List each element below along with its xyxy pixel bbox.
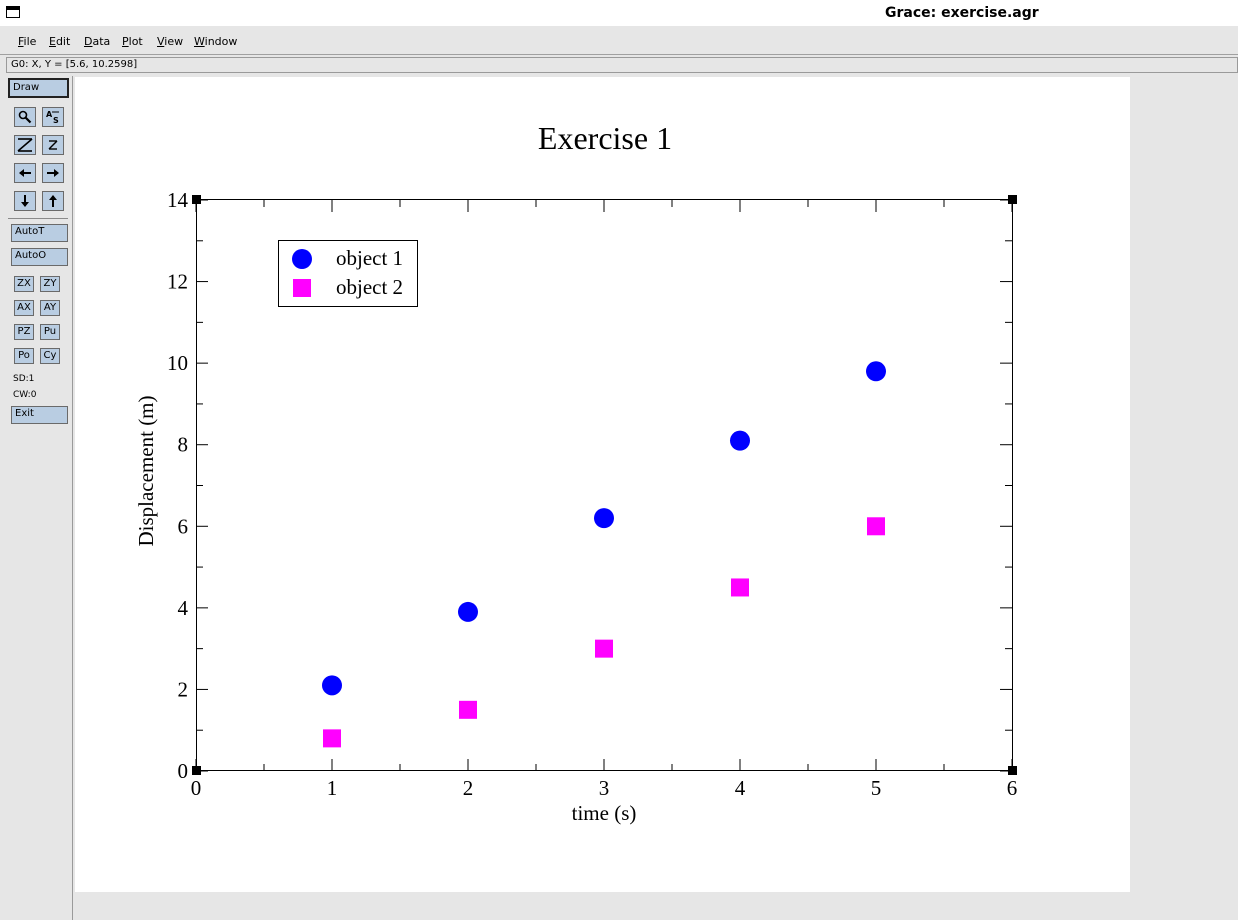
y-tick-label: 2 <box>178 677 189 701</box>
handle-top-left[interactable] <box>192 195 201 204</box>
push-button[interactable]: Pu <box>40 324 60 340</box>
autoscale-y-button[interactable]: AY <box>40 300 60 316</box>
handle-bottom-right[interactable] <box>1008 766 1017 775</box>
x-tick-label: 1 <box>327 776 338 800</box>
arrow-left-icon <box>19 169 31 177</box>
y-axis-label: Displacement (m) <box>134 395 158 546</box>
canvas-background-right <box>1130 77 1238 892</box>
legend-marker-object-1 <box>292 249 312 269</box>
y-tick-label: 10 <box>167 351 188 375</box>
scroll-left-button[interactable] <box>14 163 36 183</box>
data-point-series-2 <box>731 578 749 597</box>
menu-data[interactable]: Data <box>84 35 111 48</box>
x-tick-label: 3 <box>599 776 610 800</box>
zoom-y-button[interactable] <box>42 135 64 155</box>
window-title: Grace: exercise.agr <box>885 5 1039 21</box>
zoom-y-icon <box>48 140 58 150</box>
selection-handles[interactable] <box>192 195 1017 775</box>
chart-title: Exercise 1 <box>538 120 672 156</box>
zoom-x-button[interactable] <box>14 135 36 155</box>
autotick-button[interactable]: AutoT <box>11 224 68 242</box>
locator-text: G0: X, Y = [5.6, 10.2598] <box>11 59 138 70</box>
x-tick-label: 6 <box>1007 776 1018 800</box>
title-bar: Grace: exercise.agr <box>0 0 1238 26</box>
pop-button[interactable]: Po <box>14 348 34 364</box>
current-world-label: CW:0 <box>13 390 37 400</box>
data-point-series-1 <box>730 430 750 451</box>
menu-bar: File Edit Data Plot View Window <box>0 30 1238 55</box>
data-point-series-1 <box>458 601 478 622</box>
legend-label-object-1: object 1 <box>336 246 403 270</box>
zoom-x-icon <box>17 138 33 152</box>
exit-button[interactable]: Exit <box>11 406 68 424</box>
svg-text:A: A <box>46 110 53 119</box>
x-tick-label: 0 <box>191 776 202 800</box>
scroll-right-button[interactable] <box>42 163 64 183</box>
autoscale-text-icon: AS <box>46 110 59 125</box>
legend: object 1 object 2 <box>278 240 418 307</box>
arrow-up-icon <box>49 195 57 207</box>
x-tick-label: 5 <box>871 776 882 800</box>
menu-file[interactable]: File <box>18 35 37 48</box>
arrow-down-icon <box>21 195 29 207</box>
data-point-series-1 <box>322 675 342 696</box>
cycle-button[interactable]: Cy <box>40 348 60 364</box>
y-tick-label: 14 <box>167 188 189 212</box>
data-point-series-2 <box>867 517 885 536</box>
data-point-series-1 <box>594 508 614 529</box>
arrow-right-icon <box>47 169 59 177</box>
handle-bottom-left[interactable] <box>192 766 201 775</box>
legend-marker-object-2 <box>293 279 311 297</box>
svg-text:S: S <box>53 116 59 125</box>
autoscale-button[interactable]: AutoO <box>11 248 68 266</box>
data-point-series-2 <box>323 729 341 748</box>
toolbar-divider <box>8 218 68 219</box>
data-point-series-2 <box>595 639 613 658</box>
zoom-in-y-button[interactable]: ZY <box>40 276 60 292</box>
x-tick-label: 4 <box>735 776 746 800</box>
data-points <box>322 361 886 748</box>
y-tick-label: 8 <box>178 433 189 457</box>
y-tick-label: 4 <box>178 596 189 620</box>
menu-view[interactable]: View <box>157 35 184 48</box>
y-tick-label: 12 <box>167 270 188 294</box>
handle-top-right[interactable] <box>1008 195 1017 204</box>
zoom-button[interactable] <box>14 107 36 127</box>
draw-button[interactable]: Draw <box>8 78 69 98</box>
y-tick-label: 0 <box>178 759 189 783</box>
locator-bar: G0: X, Y = [5.6, 10.2598] <box>6 57 1238 73</box>
menu-window[interactable]: Window <box>194 35 238 48</box>
autoscale-x-button[interactable]: AX <box>14 300 34 316</box>
scroll-down-button[interactable] <box>14 191 36 211</box>
x-axis-label: time (s) <box>572 801 637 825</box>
menu-plot[interactable]: Plot <box>122 35 143 48</box>
push-zoom-button[interactable]: PZ <box>14 324 34 340</box>
data-point-series-1 <box>866 361 886 382</box>
scroll-up-button[interactable] <box>42 191 64 211</box>
y-tick-label: 6 <box>178 514 189 538</box>
data-point-series-2 <box>459 700 477 719</box>
legend-label-object-2: object 2 <box>336 275 403 299</box>
zoom-in-x-button[interactable]: ZX <box>14 276 34 292</box>
window-menu-icon[interactable] <box>6 6 20 18</box>
x-tick-label: 2 <box>463 776 474 800</box>
menu-edit[interactable]: Edit <box>49 35 71 48</box>
zoom-icon <box>18 110 32 124</box>
set-count-label: SD:1 <box>13 374 35 384</box>
